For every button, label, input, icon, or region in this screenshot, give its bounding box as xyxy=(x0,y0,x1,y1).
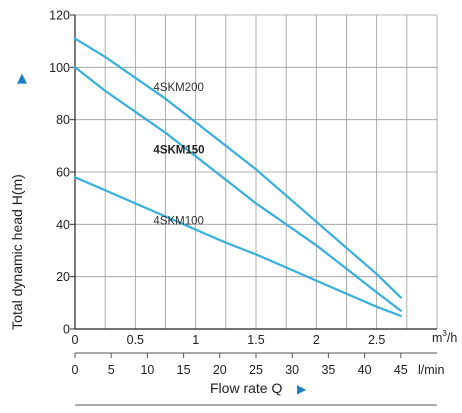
x-tick-label-lmin: 40 xyxy=(358,363,372,377)
x-tick-label-m3h: 1.5 xyxy=(247,333,264,347)
y-tick-label: 120 xyxy=(49,9,70,23)
tick-labels: 0 20 40 60 80 100 120 0 0.5 1 1.5 2 2.5 0 5 10 15 20 25 30 3… xyxy=(49,9,408,378)
x-unit-top: m3/h xyxy=(432,329,457,345)
y-tick-label: 20 xyxy=(56,270,70,284)
x-axis-arrow-icon: ▶ xyxy=(297,382,307,396)
x-unit-top-tail: /h xyxy=(447,331,457,345)
x-tick-label-m3h: 0.5 xyxy=(127,333,144,347)
x-unit-top-sup: 3 xyxy=(442,329,447,338)
series-line-4skm100 xyxy=(73,176,402,317)
x-tick-label-lmin: 15 xyxy=(177,363,191,377)
y-tick-label: 100 xyxy=(49,61,70,75)
y-tick-label: 40 xyxy=(56,218,70,232)
x-tick-label-lmin: 5 xyxy=(108,363,115,377)
y-axis-arrow-icon: ▲ xyxy=(17,71,27,86)
x-tick-label-m3h: 2.5 xyxy=(368,333,385,347)
y-tick-label: 60 xyxy=(56,166,70,180)
grid xyxy=(75,14,438,329)
x-tick-label-lmin: 45 xyxy=(394,363,408,377)
x-tick-label-lmin: 35 xyxy=(321,363,335,377)
y-tick-label: 80 xyxy=(56,113,70,127)
series-label-4skm100: 4SKM100 xyxy=(153,215,204,227)
series-lines xyxy=(73,37,402,317)
series-line-4skm200 xyxy=(73,37,402,299)
x-tick-label-lmin: 20 xyxy=(213,363,227,377)
y-tick-label: 0 xyxy=(63,323,70,337)
y-axis-title: Total dynamic head H(m) xyxy=(9,174,25,330)
x-tick-label-m3h: 1 xyxy=(192,333,199,347)
x-unit-bottom: l/min xyxy=(418,363,444,377)
x-tick-label-lmin: 25 xyxy=(249,363,263,377)
x-axis-title: Flow rate Q xyxy=(210,380,282,396)
x-tick-label-lmin: 30 xyxy=(285,363,299,377)
x-tick-label-lmin: 10 xyxy=(140,363,154,377)
x-tick-label-m3h: 2 xyxy=(313,333,320,347)
series-line-4skm150 xyxy=(73,66,402,312)
x-tick-label-m3h: 0 xyxy=(72,333,79,347)
x-tick-label-lmin: 0 xyxy=(72,363,79,377)
x-unit-top-base: m xyxy=(432,331,442,345)
series-label-4skm200: 4SKM200 xyxy=(153,82,204,94)
series-label-4skm150: 4SKM150 xyxy=(153,145,204,157)
